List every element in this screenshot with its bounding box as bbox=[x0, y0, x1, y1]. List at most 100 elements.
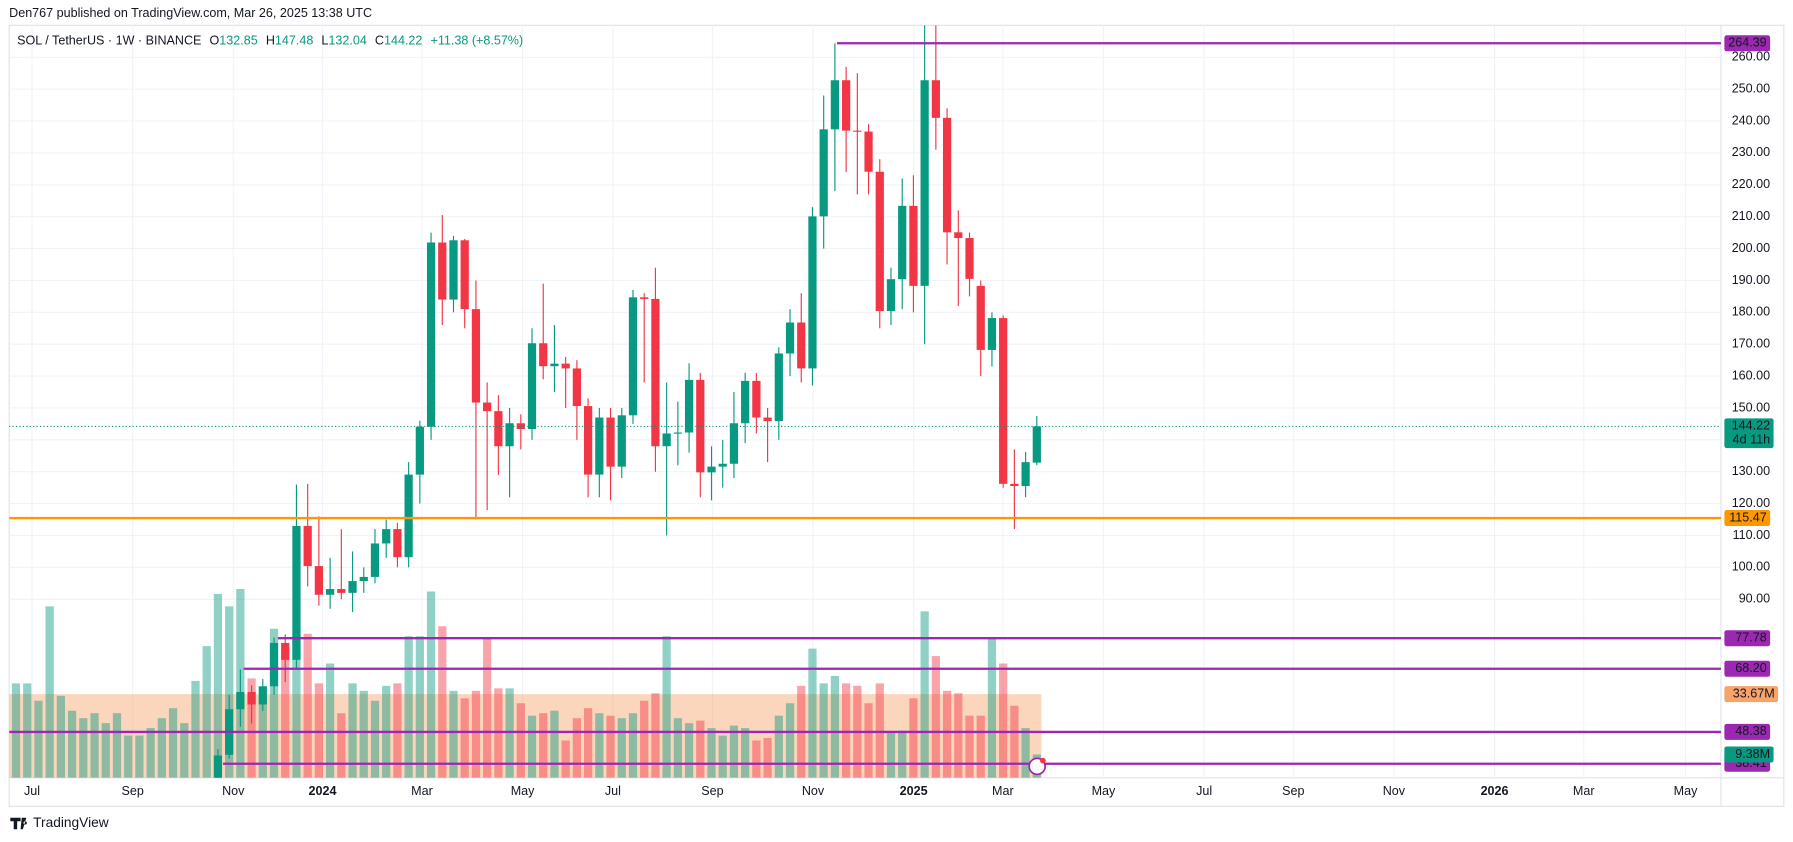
candle-body bbox=[785, 322, 795, 354]
candle-body bbox=[931, 80, 940, 118]
legend-c-value: 144.22 bbox=[384, 34, 422, 48]
candle-body bbox=[370, 543, 380, 577]
volume-bar bbox=[640, 700, 649, 778]
volume-bar bbox=[842, 683, 851, 778]
volume-bar bbox=[785, 703, 795, 778]
y-tick-label: 180.00 bbox=[1732, 305, 1770, 319]
candle-body bbox=[359, 576, 368, 582]
legend-l-label: L bbox=[321, 34, 328, 48]
candle-body bbox=[853, 130, 862, 132]
volume-bar bbox=[247, 678, 256, 778]
volume-bar bbox=[393, 683, 402, 778]
candle-body bbox=[325, 589, 335, 595]
volume-bar bbox=[157, 718, 166, 778]
candle-body bbox=[438, 242, 447, 300]
last-price-label: 144.22 bbox=[1732, 419, 1770, 433]
volume-bar bbox=[976, 715, 985, 778]
x-tick-label: 2026 bbox=[1481, 784, 1509, 798]
y-tick-label: 250.00 bbox=[1732, 81, 1770, 95]
volume-bar bbox=[628, 713, 638, 778]
candle-body bbox=[628, 297, 638, 416]
volume-bar bbox=[258, 695, 267, 778]
candle-body bbox=[976, 285, 985, 350]
candle-body bbox=[718, 463, 727, 467]
candle-body bbox=[819, 129, 828, 217]
footer-logo: TradingView bbox=[10, 815, 109, 830]
volume-bar bbox=[191, 680, 200, 778]
x-tick-label: Nov bbox=[1383, 784, 1406, 798]
legend-l-value: 132.04 bbox=[328, 34, 366, 48]
volume-bar bbox=[707, 728, 716, 778]
candle-body bbox=[1032, 426, 1041, 463]
candle-body bbox=[797, 322, 806, 369]
volume-bar bbox=[606, 715, 615, 778]
logo-icon bbox=[10, 817, 27, 830]
x-tick-label: Sep bbox=[1282, 784, 1304, 798]
volume-bar bbox=[45, 606, 54, 778]
volume-bar bbox=[999, 663, 1008, 778]
candle-body bbox=[415, 426, 424, 475]
y-tick-label: 190.00 bbox=[1732, 273, 1770, 287]
volume-bar bbox=[404, 636, 413, 778]
candle-body bbox=[875, 171, 884, 312]
volume-bar bbox=[23, 683, 32, 778]
candle-body bbox=[763, 417, 772, 422]
volume-bar bbox=[987, 638, 997, 778]
volume-bar bbox=[359, 690, 368, 778]
candle-body bbox=[729, 423, 739, 464]
level-label: 264.39 bbox=[1728, 36, 1766, 50]
last-volume-label: 9.38M bbox=[1735, 747, 1770, 761]
y-tick-label: 170.00 bbox=[1732, 337, 1770, 351]
x-tick-label: Jul bbox=[24, 784, 40, 798]
volume-bar bbox=[56, 695, 65, 778]
candle-body bbox=[741, 380, 750, 424]
y-tick-label: 120.00 bbox=[1732, 496, 1770, 510]
level-label: 77.78 bbox=[1735, 631, 1766, 645]
candle-body bbox=[752, 380, 761, 418]
candle-body bbox=[920, 80, 929, 286]
footer-brand: TradingView bbox=[33, 815, 109, 830]
volume-bar bbox=[202, 646, 211, 778]
volume-ma-label: 33.67M bbox=[1733, 686, 1775, 700]
volume-bar bbox=[942, 690, 952, 778]
volume-bar bbox=[909, 698, 918, 778]
volume-bar bbox=[168, 708, 178, 778]
y-tick-label: 230.00 bbox=[1732, 145, 1770, 159]
volume-bar bbox=[213, 593, 223, 778]
candle-body bbox=[673, 432, 682, 434]
volume-bar bbox=[269, 628, 279, 778]
candle-body bbox=[281, 642, 290, 660]
volume-bar bbox=[572, 718, 582, 778]
candle-body bbox=[617, 415, 626, 467]
candle-body bbox=[426, 242, 436, 427]
volume-bar bbox=[34, 700, 43, 778]
volume-bar bbox=[90, 713, 99, 778]
volume-bar bbox=[718, 735, 727, 778]
candle-body bbox=[449, 240, 458, 300]
volume-bar bbox=[651, 693, 660, 778]
legend: SOL / TetherUS · 1W · BINANCE O132.85 H1… bbox=[17, 34, 523, 48]
level-label-box bbox=[1724, 35, 1771, 52]
candle-body bbox=[494, 411, 503, 447]
chart-frame bbox=[8, 24, 1785, 807]
volume-bar bbox=[875, 683, 884, 778]
candle-body bbox=[696, 379, 705, 473]
candle-body bbox=[651, 298, 660, 447]
candle-body bbox=[258, 686, 267, 705]
volume-bar bbox=[561, 740, 570, 778]
y-tick-label: 260.00 bbox=[1732, 50, 1770, 64]
candle-body bbox=[505, 423, 514, 447]
level-label: 68.20 bbox=[1735, 661, 1766, 675]
volume-bar bbox=[281, 653, 290, 778]
x-tick-label: May bbox=[1092, 784, 1116, 798]
candle-body bbox=[1021, 462, 1030, 487]
candle-body bbox=[303, 525, 312, 567]
candle-body bbox=[808, 216, 817, 369]
volume-ma-box bbox=[1724, 686, 1779, 703]
publish-info: Den767 published on TradingView.com, Mar… bbox=[9, 6, 372, 20]
volume-bar bbox=[696, 720, 705, 778]
volume-bar bbox=[180, 723, 189, 778]
volume-bar bbox=[673, 718, 682, 778]
volume-bar bbox=[539, 713, 548, 778]
volume-bar bbox=[516, 703, 525, 778]
